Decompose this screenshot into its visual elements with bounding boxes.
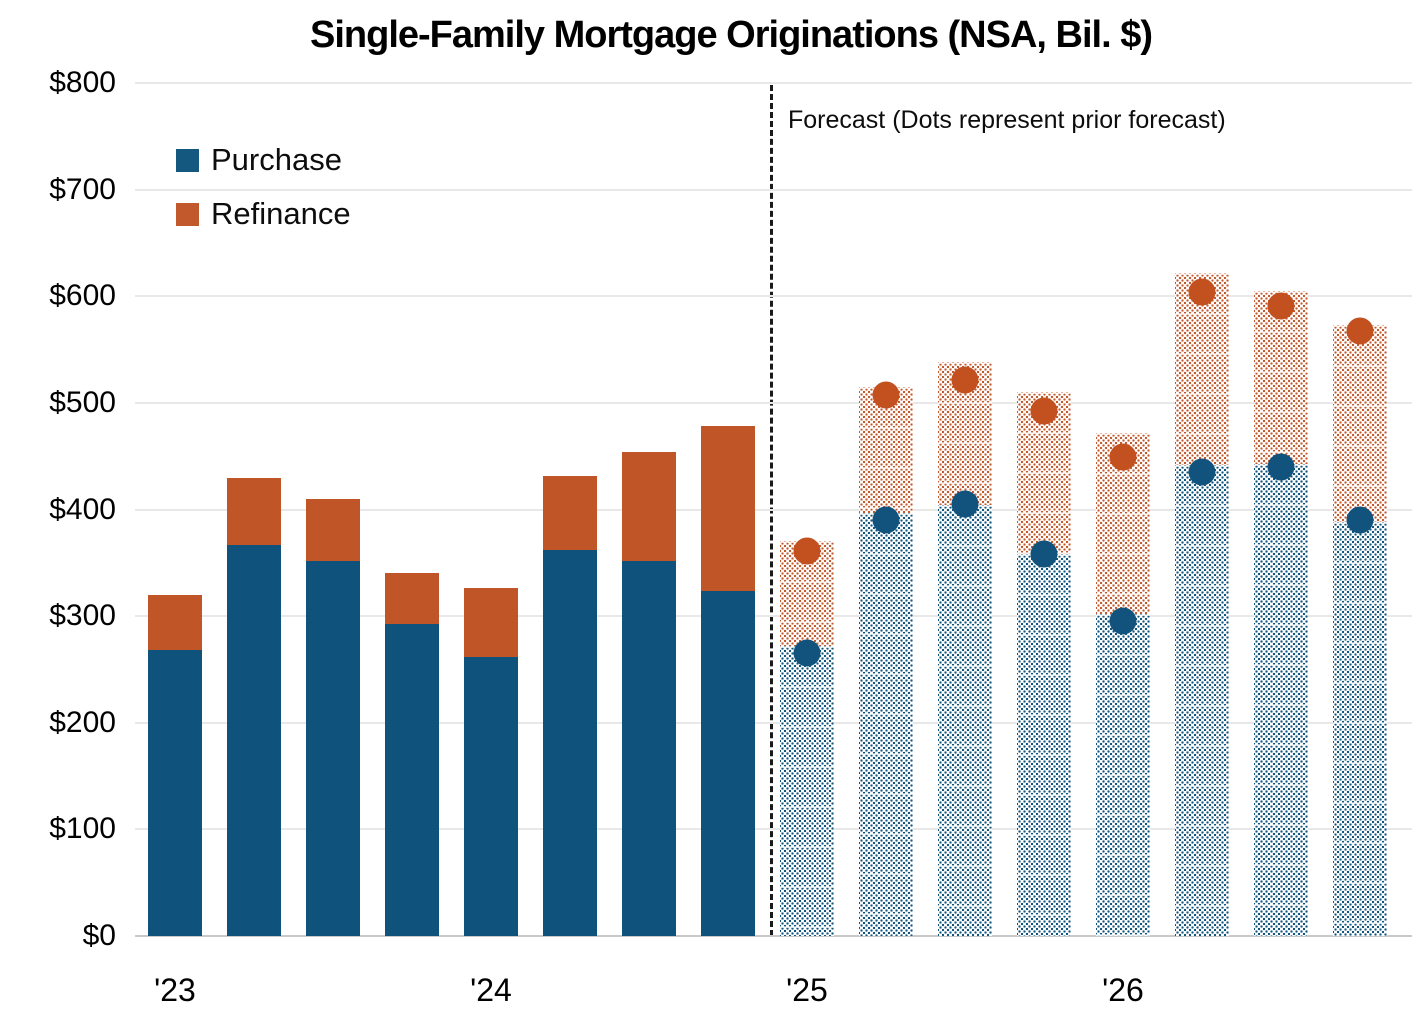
legend-label-purchase: Purchase: [211, 142, 342, 177]
gridline: [135, 828, 1412, 831]
prior-forecast-dot-refinance: [1109, 443, 1137, 471]
legend-item-purchase: Purchase: [176, 142, 351, 178]
y-axis-label: $500: [49, 385, 116, 419]
prior-forecast-dot-refinance: [1188, 278, 1216, 306]
gridline: [135, 188, 1412, 191]
forecast-bar-purchase: [780, 645, 834, 936]
y-axis-label: $0: [82, 919, 116, 952]
bar-refinance: [701, 426, 755, 591]
forecast-bar-purchase: [1175, 464, 1229, 936]
prior-forecast-dot-refinance: [1267, 292, 1295, 320]
y-axis-label: $200: [49, 705, 116, 739]
forecast-bar-purchase: [938, 505, 992, 936]
forecast-bar-refinance: [1333, 325, 1387, 523]
bar-refinance: [148, 594, 202, 651]
chart-title: Single-Family Mortgage Originations (NSA…: [310, 14, 1153, 56]
gridline: [135, 401, 1412, 404]
bar-refinance: [227, 477, 281, 545]
refinance-swatch-icon: [176, 202, 199, 226]
prior-forecast-dot-refinance: [1030, 397, 1058, 425]
prior-forecast-dot-purchase: [1346, 506, 1374, 534]
x-axis-line: [135, 935, 1412, 937]
purchase-swatch-icon: [176, 148, 199, 172]
bar-refinance: [385, 573, 439, 624]
prior-forecast-dot-purchase: [951, 490, 979, 518]
y-axis-label: $800: [49, 66, 116, 99]
bar-refinance: [543, 476, 597, 550]
forecast-bar-refinance: [1254, 290, 1308, 464]
gridline: [135, 721, 1412, 724]
legend-item-refinance: Refinance: [176, 196, 351, 232]
y-axis-label: $700: [49, 172, 116, 206]
forecast-divider-line: [770, 85, 773, 936]
forecast-annotation: Forecast (Dots represent prior forecast): [788, 106, 1226, 134]
forecast-bar-purchase: [1096, 613, 1150, 936]
bar-purchase: [701, 590, 755, 936]
bar-refinance: [306, 498, 360, 561]
y-axis-label: $100: [49, 812, 116, 846]
legend-label-refinance: Refinance: [211, 196, 351, 231]
y-axis-label: $600: [49, 279, 116, 313]
bar-purchase: [227, 544, 281, 936]
x-axis-label: '26: [1102, 972, 1144, 1008]
prior-forecast-dot-refinance: [951, 366, 979, 394]
gridline: [135, 615, 1412, 618]
bar-purchase: [306, 560, 360, 936]
forecast-bar-purchase: [1254, 463, 1308, 936]
prior-forecast-dot-purchase: [1109, 607, 1137, 635]
prior-forecast-dot-refinance: [793, 537, 821, 565]
x-axis-label: '23: [154, 972, 196, 1008]
x-axis-label: '25: [786, 972, 828, 1008]
gridline: [135, 82, 1412, 84]
bar-purchase: [543, 550, 597, 936]
bar-refinance: [464, 588, 518, 657]
bar-refinance: [622, 451, 676, 561]
y-axis-label: $400: [49, 492, 116, 526]
prior-forecast-dot-refinance: [872, 381, 900, 409]
gridline: [135, 508, 1412, 511]
prior-forecast-dot-refinance: [1346, 317, 1374, 345]
forecast-bar-purchase: [1333, 522, 1387, 936]
x-axis-label: '24: [470, 972, 512, 1008]
prior-forecast-dot-purchase: [1188, 458, 1216, 486]
prior-forecast-dot-purchase: [1267, 453, 1295, 481]
prior-forecast-dot-purchase: [872, 506, 900, 534]
prior-forecast-dot-purchase: [793, 639, 821, 667]
legend: Purchase Refinance: [176, 142, 351, 250]
bar-purchase: [385, 623, 439, 936]
forecast-bar-purchase: [1017, 554, 1071, 936]
gridline: [135, 295, 1412, 298]
bar-purchase: [622, 560, 676, 936]
prior-forecast-dot-purchase: [1030, 540, 1058, 568]
bar-purchase: [464, 656, 518, 936]
forecast-bar-purchase: [859, 512, 913, 936]
y-axis-label: $300: [49, 599, 116, 633]
bar-purchase: [148, 650, 202, 936]
